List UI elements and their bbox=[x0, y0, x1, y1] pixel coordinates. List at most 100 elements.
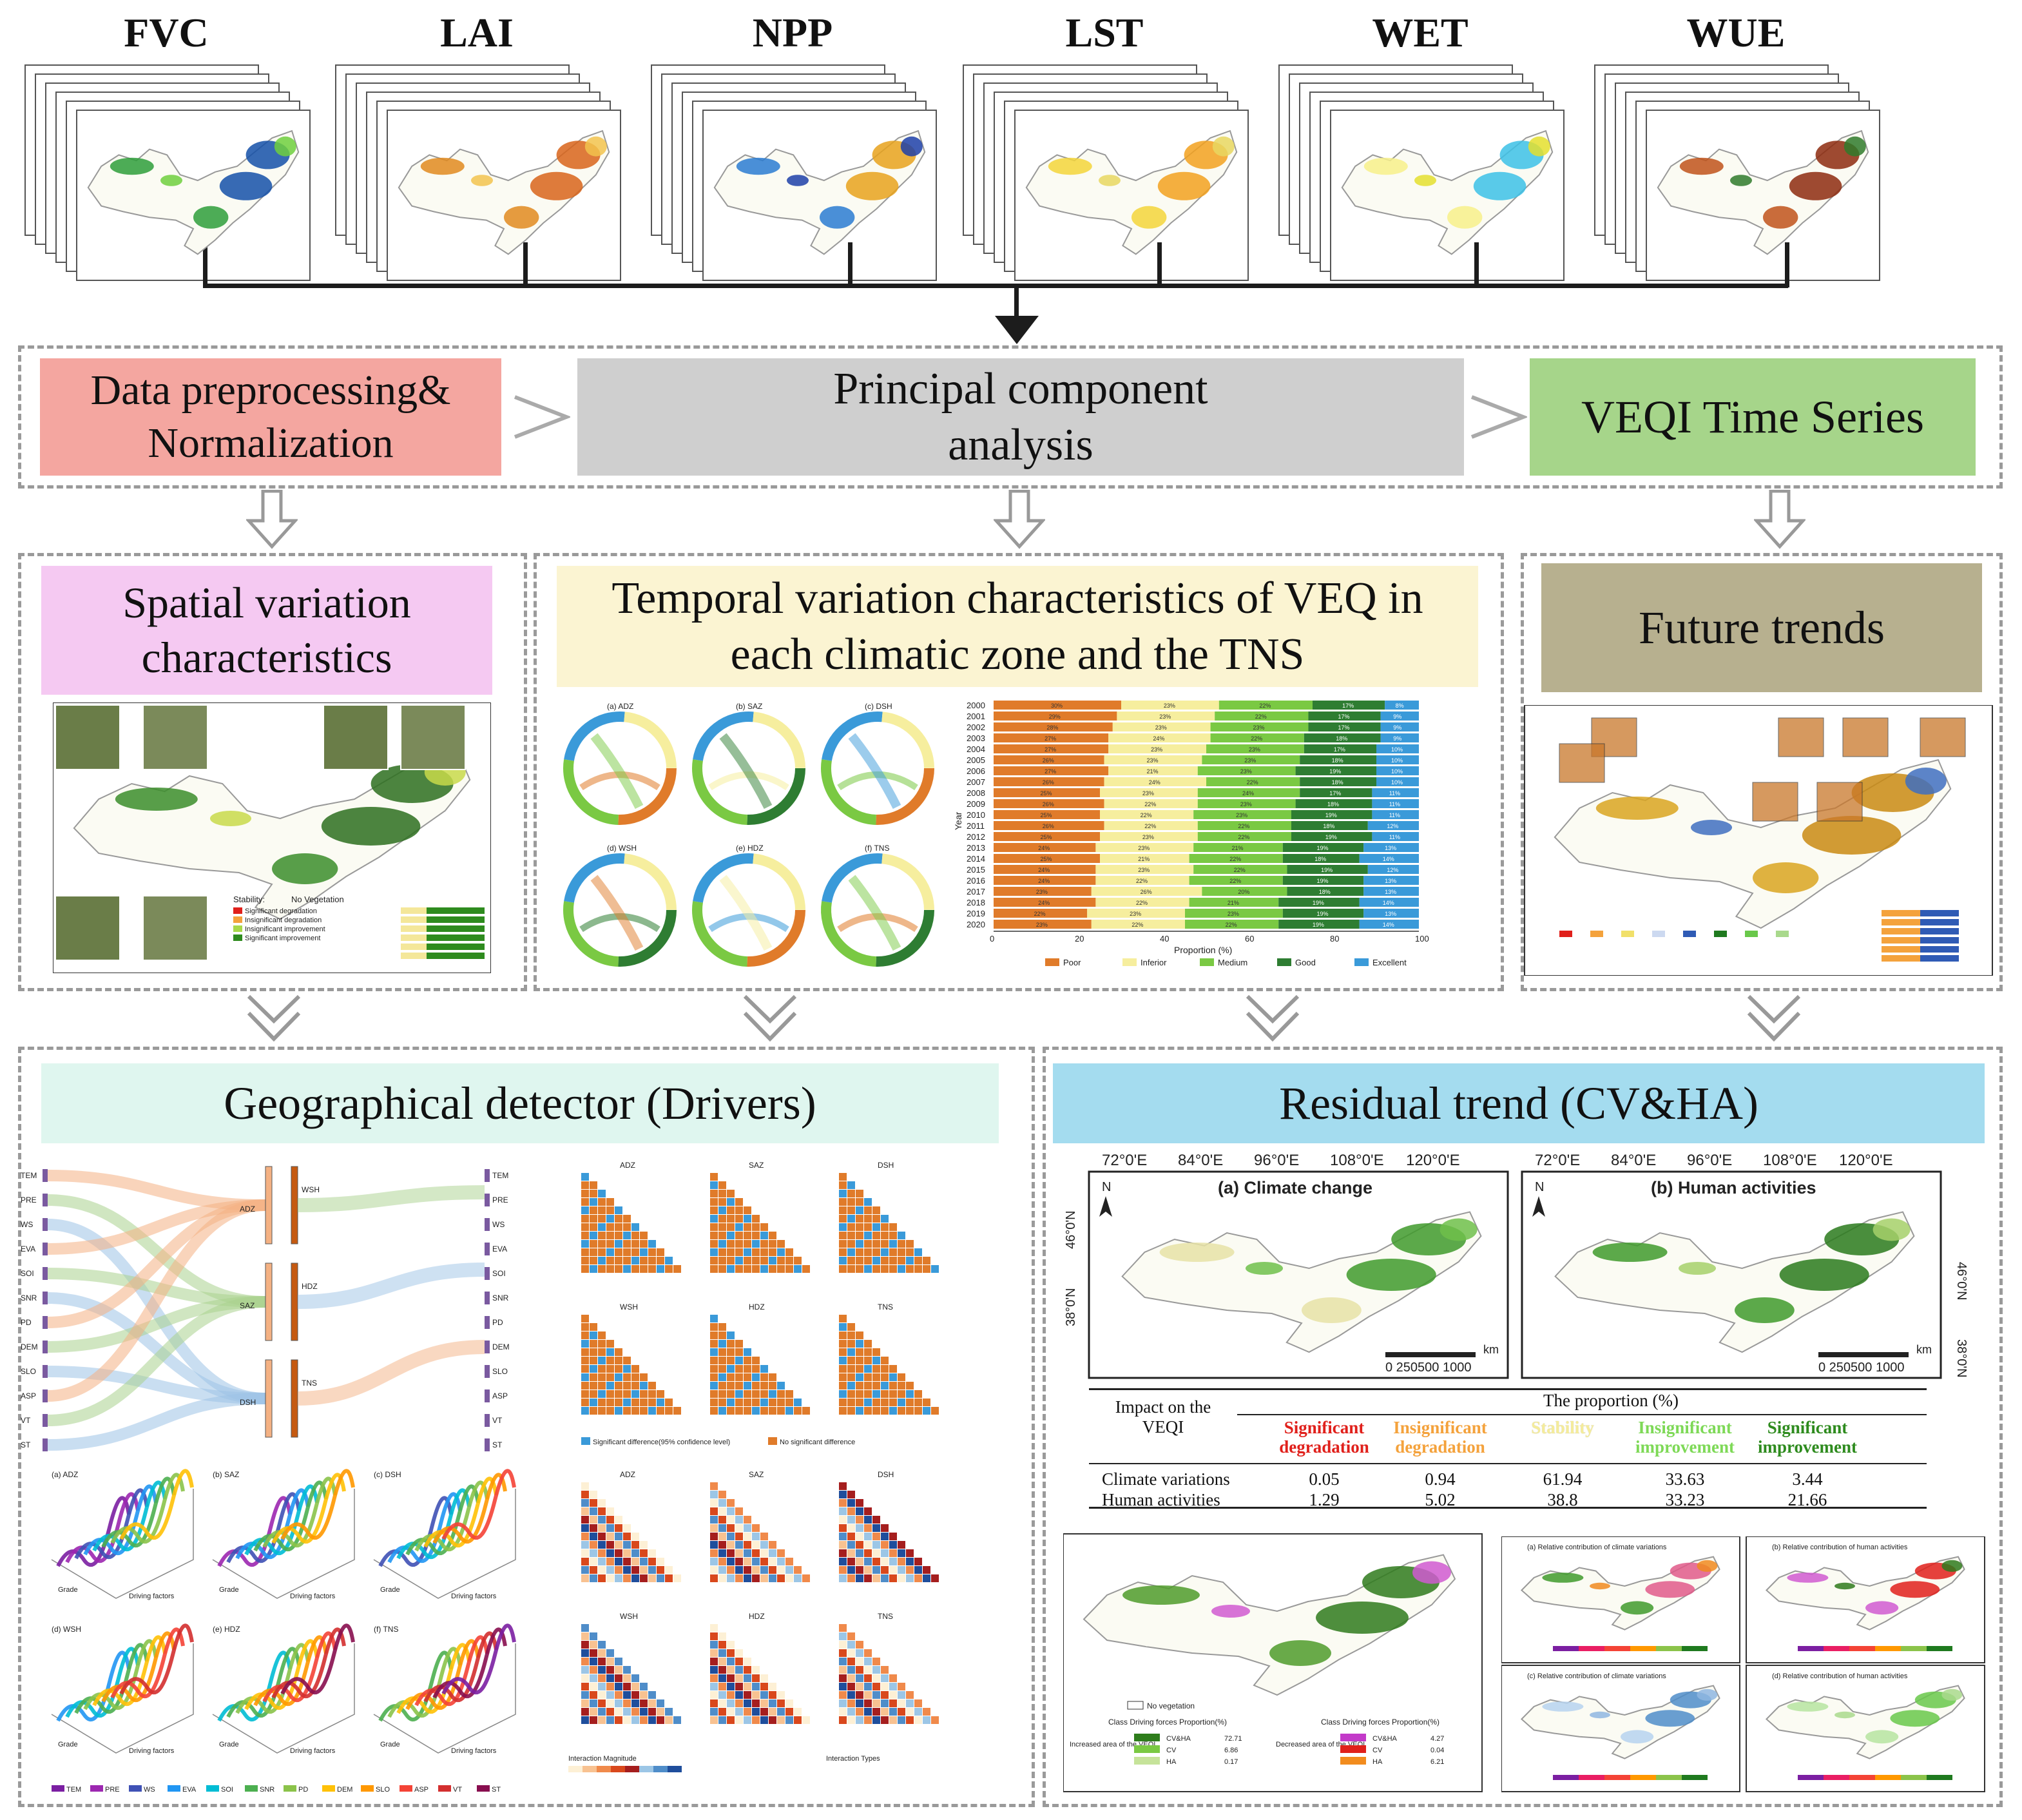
layer-map-patch bbox=[219, 171, 273, 200]
line3d-legend-label: PRE bbox=[105, 1786, 120, 1794]
matrix-cell bbox=[581, 1331, 589, 1339]
matrix-cell bbox=[727, 1232, 735, 1239]
lon-tick-label: 84°0'E bbox=[1178, 1152, 1223, 1169]
matrix-cell bbox=[606, 1223, 614, 1231]
interaction-cell bbox=[906, 1558, 914, 1565]
bar-segment-medium bbox=[1206, 777, 1300, 786]
sankey-mid-label: SAZ bbox=[240, 1301, 255, 1310]
matrix-cell bbox=[640, 1257, 648, 1264]
interaction-cell bbox=[794, 1574, 802, 1582]
interaction-cell bbox=[889, 1558, 897, 1565]
bar-data-label: 12% bbox=[1387, 867, 1398, 873]
sankey-right-node bbox=[485, 1218, 490, 1231]
matrix-cell bbox=[581, 1265, 589, 1273]
interaction-cell bbox=[881, 1666, 889, 1674]
matrix-cell bbox=[847, 1399, 855, 1406]
matrix-cell bbox=[665, 1399, 673, 1406]
matrix-cell bbox=[847, 1257, 855, 1264]
legend-swatch bbox=[400, 1785, 412, 1792]
legend-item: Insignificant improvement bbox=[245, 925, 325, 933]
chord-ring-segment bbox=[821, 901, 877, 967]
matrix-cell bbox=[710, 1348, 718, 1356]
color-ramp bbox=[583, 1766, 597, 1772]
matrix-cell bbox=[752, 1399, 760, 1406]
matrix-cell bbox=[590, 1198, 597, 1206]
matrix-cell bbox=[623, 1390, 631, 1398]
bar-segment-poor bbox=[994, 722, 1113, 731]
matrix-cell bbox=[906, 1248, 914, 1256]
matrix-cell bbox=[735, 1232, 743, 1239]
interaction-cell bbox=[606, 1566, 614, 1574]
interaction-cell bbox=[881, 1691, 889, 1699]
mini-bar bbox=[1920, 946, 1959, 953]
contrib-map-patch bbox=[1890, 1710, 1940, 1727]
matrix-cell bbox=[590, 1223, 597, 1231]
matrix-cell bbox=[631, 1240, 639, 1248]
chevron-right-icon bbox=[514, 395, 570, 439]
matrix-cell bbox=[881, 1232, 889, 1239]
interaction-cell bbox=[881, 1716, 889, 1724]
matrix-cell bbox=[839, 1232, 847, 1239]
matrix-title: DSH bbox=[878, 1470, 894, 1479]
bar-segment-inferior bbox=[1108, 733, 1211, 742]
matrix-cell bbox=[847, 1331, 855, 1339]
bar-data-label: 17% bbox=[1329, 790, 1341, 797]
bar-segment-excellent bbox=[1372, 832, 1419, 841]
matrix-cell bbox=[889, 1240, 897, 1248]
interaction-cell bbox=[872, 1666, 880, 1674]
interaction-cell bbox=[581, 1674, 589, 1682]
bar-segment-good bbox=[1291, 810, 1372, 819]
interaction-cell bbox=[718, 1683, 726, 1690]
interaction-cell bbox=[847, 1699, 855, 1707]
interaction-cell bbox=[856, 1641, 863, 1649]
interaction-cell bbox=[760, 1699, 768, 1707]
bar-data-label: 24% bbox=[1242, 790, 1254, 797]
matrix-cell bbox=[856, 1373, 863, 1381]
interaction-cell bbox=[769, 1708, 776, 1716]
interaction-cell bbox=[856, 1683, 863, 1690]
legend-swatch bbox=[284, 1785, 296, 1792]
bar-data-label: 28% bbox=[1046, 724, 1058, 731]
bar-segment-poor bbox=[994, 766, 1109, 775]
interaction-cell bbox=[590, 1674, 597, 1682]
table-rule-sub bbox=[1237, 1414, 1927, 1415]
interaction-cell bbox=[718, 1649, 726, 1657]
matrix-cell bbox=[615, 1407, 622, 1415]
legend-swatch bbox=[168, 1785, 180, 1792]
interaction-cell bbox=[839, 1541, 847, 1549]
interaction-cell bbox=[657, 1558, 664, 1565]
interaction-cell bbox=[598, 1716, 606, 1724]
interaction-cell bbox=[777, 1558, 785, 1565]
color-ramp bbox=[1798, 1646, 1824, 1651]
bar-data-label: 18% bbox=[1332, 779, 1343, 786]
legend-swatch bbox=[1340, 1745, 1366, 1753]
bar-segment-excellent bbox=[1359, 854, 1419, 863]
connector-drop bbox=[523, 242, 528, 287]
matrix-cell bbox=[760, 1399, 768, 1406]
layer-label-fvc: FVC bbox=[124, 10, 209, 55]
matrix-cell bbox=[590, 1240, 597, 1248]
matrix-cell bbox=[615, 1390, 622, 1398]
interaction-cell bbox=[590, 1491, 597, 1498]
matrix-cell bbox=[598, 1248, 606, 1256]
interaction-cell bbox=[581, 1691, 589, 1699]
sankey-right-node bbox=[485, 1438, 490, 1451]
sankey-mid-label: WSH bbox=[302, 1185, 320, 1194]
interaction-cell bbox=[847, 1491, 855, 1498]
satellite-inset bbox=[55, 704, 120, 770]
interaction-cell bbox=[752, 1666, 760, 1674]
matrix-cell bbox=[657, 1407, 664, 1415]
bar-segment-poor bbox=[994, 854, 1100, 863]
matrix-cell bbox=[718, 1323, 726, 1331]
matrix-cell bbox=[581, 1407, 589, 1415]
zoom-inset bbox=[1752, 782, 1798, 822]
scale-unit: km bbox=[1916, 1343, 1932, 1356]
interaction-cell bbox=[710, 1649, 718, 1657]
bar-data-label: 17% bbox=[1334, 746, 1345, 753]
interaction-cell bbox=[606, 1574, 614, 1582]
interaction-cell bbox=[598, 1549, 606, 1557]
matrix-cell bbox=[710, 1407, 718, 1415]
interaction-cell bbox=[606, 1691, 614, 1699]
interaction-cell bbox=[727, 1507, 735, 1515]
line3d-legend-label: VT bbox=[453, 1786, 462, 1794]
